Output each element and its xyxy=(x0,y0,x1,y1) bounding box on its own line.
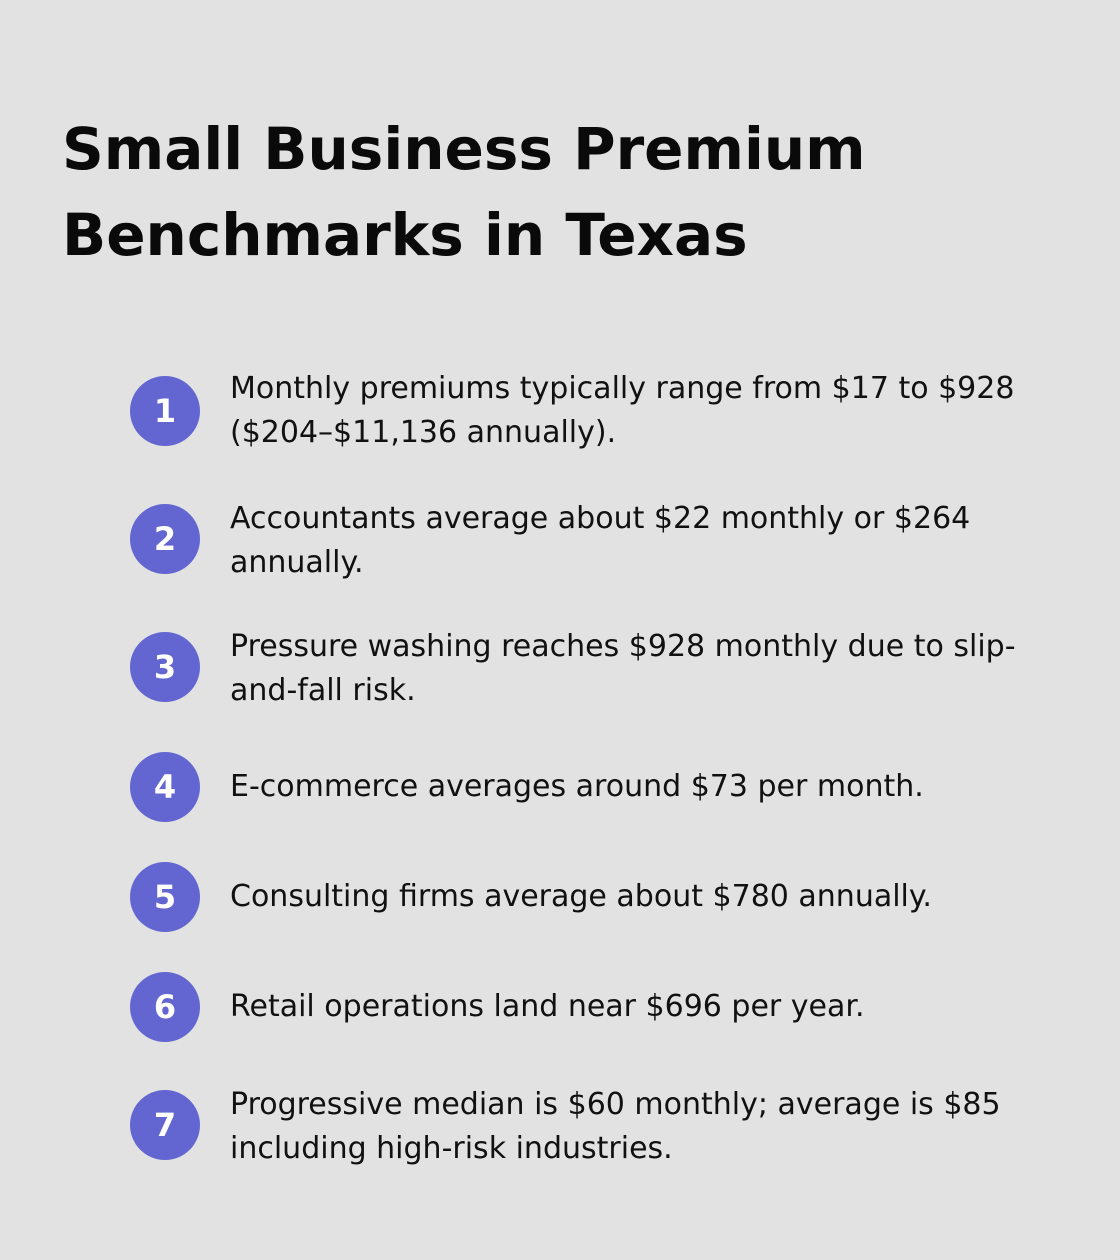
number-badge: 4 xyxy=(130,752,200,822)
item-text: Pressure washing reaches $928 monthly du… xyxy=(230,629,1016,708)
number-badge: 1 xyxy=(130,376,200,446)
item-text: E-commerce averages around $73 per month… xyxy=(230,769,924,804)
item-text: Accountants average about $22 monthly or… xyxy=(230,501,971,580)
item-text: Progressive median is $60 monthly; avera… xyxy=(230,1087,1001,1166)
page-title: Small Business Premium Benchmarks in Tex… xyxy=(62,115,866,269)
item-text: Monthly premiums typically range from $1… xyxy=(230,371,1015,450)
number-badge: 5 xyxy=(130,862,200,932)
item-text: Retail operations land near $696 per yea… xyxy=(230,989,865,1024)
number-badge: 6 xyxy=(130,972,200,1042)
number-badge: 2 xyxy=(130,504,200,574)
number-badge: 3 xyxy=(130,632,200,702)
number-badge: 7 xyxy=(130,1090,200,1160)
item-text: Consulting firms average about $780 annu… xyxy=(230,879,932,914)
